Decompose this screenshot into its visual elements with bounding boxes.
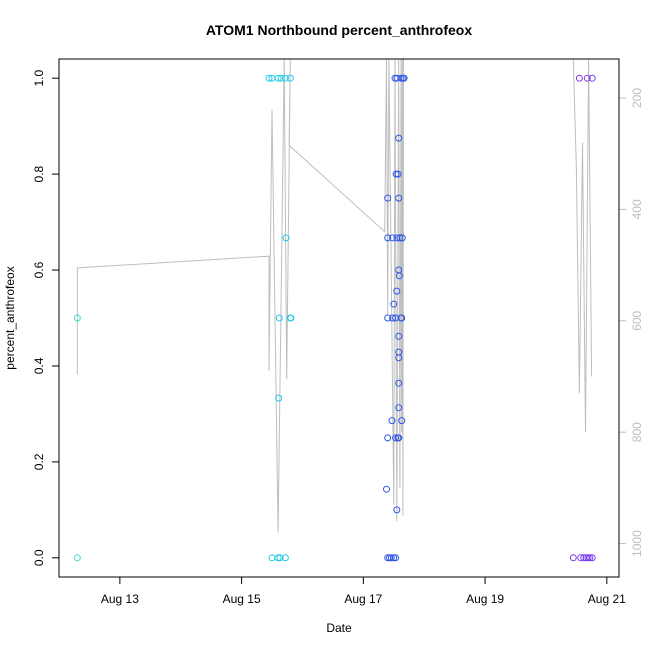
data-point xyxy=(398,314,406,322)
data-point xyxy=(394,170,402,178)
data-point xyxy=(392,554,400,562)
data-point xyxy=(393,506,401,514)
data-point xyxy=(73,314,81,322)
y-tick-label: 1.0 xyxy=(32,70,46,87)
y-tick-label: 0.4 xyxy=(32,357,46,374)
data-point xyxy=(575,74,583,82)
data-point xyxy=(281,74,289,82)
data-point xyxy=(398,417,406,425)
x-tick-label: Aug 19 xyxy=(466,592,504,606)
data-point xyxy=(389,234,397,242)
data-point xyxy=(286,74,294,82)
data-point xyxy=(274,74,282,82)
data-point xyxy=(383,485,390,493)
data-point xyxy=(395,194,403,202)
data-point xyxy=(393,287,401,295)
data-point xyxy=(384,194,392,202)
y-axis-label: percent_anthrofeox xyxy=(3,266,17,369)
data-point xyxy=(388,417,396,425)
data-point xyxy=(395,404,403,412)
y2-tick-label: 1000 xyxy=(630,530,644,557)
points-layer xyxy=(73,74,596,562)
data-point xyxy=(274,554,282,562)
data-point xyxy=(398,234,406,242)
data-point xyxy=(392,434,400,442)
data-point xyxy=(588,74,596,82)
data-point xyxy=(387,554,395,562)
x-tick-label: Aug 21 xyxy=(588,592,626,606)
x-tick-label: Aug 17 xyxy=(344,592,382,606)
y2-tick-label: 400 xyxy=(630,199,644,219)
data-point xyxy=(395,434,403,442)
data-point xyxy=(281,554,289,562)
y-tick-label: 0.8 xyxy=(32,165,46,182)
data-point xyxy=(395,272,403,280)
data-point xyxy=(389,314,397,322)
data-point xyxy=(586,554,594,562)
data-point xyxy=(583,74,591,82)
data-point xyxy=(276,554,284,562)
data-point xyxy=(275,394,283,402)
chart-title: ATOM1 Northbound percent_anthrofeox xyxy=(206,22,472,38)
data-point xyxy=(588,554,596,562)
data-point xyxy=(395,134,403,142)
plot-frame xyxy=(58,58,620,578)
data-point xyxy=(395,354,403,362)
y2-tick-label: 800 xyxy=(630,422,644,442)
data-point xyxy=(384,234,392,242)
data-point xyxy=(73,554,81,562)
data-point xyxy=(384,434,392,442)
data-point xyxy=(287,314,295,322)
y2-tick-label: 200 xyxy=(630,88,644,108)
data-point xyxy=(396,234,404,242)
data-point xyxy=(400,74,408,82)
y-tick-label: 0.2 xyxy=(32,453,46,470)
data-point xyxy=(395,332,403,340)
y2-tick-label: 600 xyxy=(630,310,644,330)
data-point xyxy=(277,74,285,82)
x-tick-label: Aug 13 xyxy=(101,592,139,606)
data-point xyxy=(275,314,283,322)
data-point xyxy=(390,300,398,308)
y-tick-label: 0.0 xyxy=(32,549,46,566)
data-point xyxy=(395,379,403,387)
data-point xyxy=(384,314,392,322)
y-tick-label: 0.6 xyxy=(32,261,46,278)
data-point xyxy=(265,74,273,82)
data-point xyxy=(569,554,577,562)
data-point xyxy=(282,234,290,242)
data-point xyxy=(577,554,585,562)
x-axis-label: Date xyxy=(326,621,352,635)
x-tick-label: Aug 15 xyxy=(223,592,261,606)
